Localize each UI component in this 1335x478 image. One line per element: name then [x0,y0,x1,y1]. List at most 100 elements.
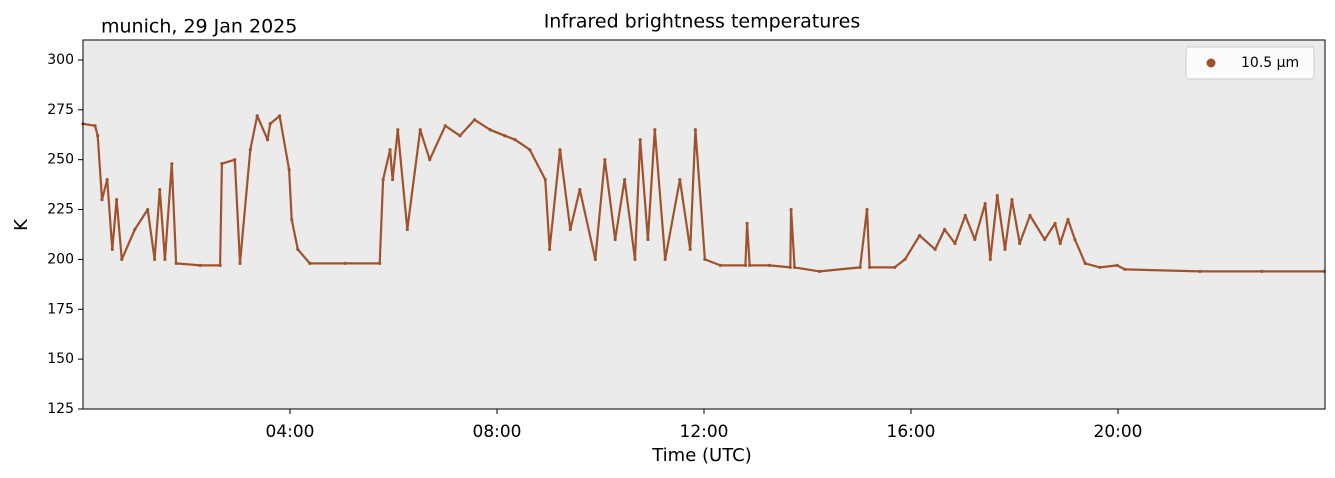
data-point [381,178,385,182]
data-point [1098,265,1102,269]
data-point [396,128,400,132]
data-point [248,148,252,152]
data-point [110,247,114,252]
data-point [568,227,572,232]
data-point [152,257,157,262]
x-tick-label: 12:00 [680,422,729,442]
data-point [933,247,937,252]
data-point [817,269,822,273]
data-point [693,128,697,132]
data-point [653,128,657,132]
data-point [1053,221,1057,226]
chart-title: Infrared brightness temperatures [544,11,861,33]
data-point [748,263,752,267]
data-point [745,221,749,226]
data-point [503,134,507,138]
data-point [593,257,597,262]
data-point [290,217,294,222]
data-point [488,128,492,132]
x-tick-label: 16:00 [887,422,936,442]
data-point [93,124,97,128]
legend-marker [1206,58,1216,68]
data-point [233,158,237,162]
data-point [688,247,692,252]
data-point [767,263,772,267]
data-point [343,261,347,265]
data-point [789,207,793,212]
data-point [743,263,748,267]
data-point [865,207,869,212]
data-point [1073,237,1077,242]
data-point [513,138,517,142]
data-point [703,257,707,262]
data-point [255,114,259,118]
data-point [220,162,224,166]
data-point [268,122,272,126]
data-point [543,178,547,182]
data-point [378,261,382,265]
y-tick-label: 300 [47,52,74,68]
data-point [943,227,947,232]
data-point [472,118,477,122]
y-tick-label: 250 [47,152,74,168]
data-point [120,257,124,262]
data-point [1066,217,1070,222]
data-point [1058,241,1062,246]
y-tick-label: 175 [47,301,74,317]
x-axis-label: Time (UTC) [651,445,752,466]
legend: 10.5 µm [1185,46,1315,80]
legend-label: 10.5 µm [1241,55,1299,71]
data-point [623,178,627,182]
data-point [170,162,174,166]
x-tick-label: 04:00 [266,422,315,442]
data-point [96,134,100,138]
y-tick-label: 275 [47,102,74,118]
data-point [633,257,637,262]
data-point [1115,263,1119,267]
y-axis-label: K [11,218,32,231]
data-point [388,148,392,152]
y-tick-label: 150 [47,351,74,367]
data-point [718,263,722,267]
data-point [115,197,119,202]
data-point [443,124,447,128]
data-point [858,265,862,269]
data-point [100,197,104,202]
data-point [988,257,992,262]
data-point [903,257,907,262]
data-point [983,201,987,206]
data-point [158,187,162,192]
data-point [868,265,872,269]
data-point [146,207,150,212]
data-point [638,138,642,142]
data-point [1043,237,1047,242]
data-point [287,168,291,172]
plot-area [83,40,1325,409]
data-point [548,247,552,252]
data-point [792,265,797,269]
data-point [603,158,607,162]
data-point [198,263,202,267]
x-tick-label: 20:00 [1094,422,1143,442]
data-point [918,233,922,238]
plot-frame [82,39,1326,410]
data-point [428,158,432,162]
data-point [973,237,977,242]
data-point [995,193,999,198]
data-point [418,128,422,132]
data-point [663,257,667,262]
data-point [1028,213,1032,218]
data-point [265,138,270,142]
data-point [278,114,282,118]
data-point [296,247,300,252]
data-point [238,261,242,265]
data-point [133,227,137,232]
data-point [405,227,409,232]
data-point [953,241,957,246]
y-tick-label: 125 [47,401,74,417]
data-point [1010,197,1014,202]
data-point [963,213,967,218]
data-point [105,178,109,182]
x-tick-label: 08:00 [473,422,522,442]
